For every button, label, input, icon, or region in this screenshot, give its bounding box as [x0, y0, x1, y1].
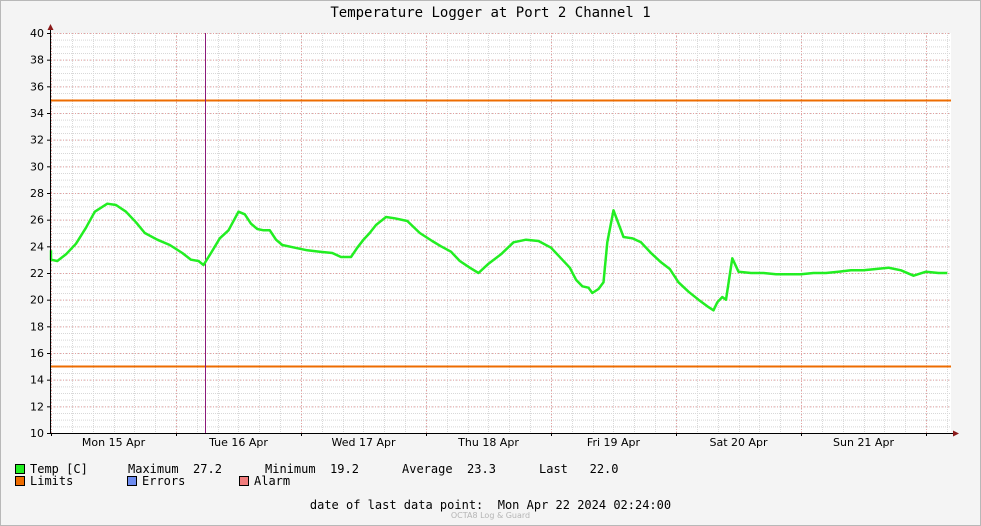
y-tick-label: 24: [30, 240, 44, 253]
axes: [47, 24, 959, 437]
legend-alarm: Alarm: [239, 474, 290, 488]
y-tick-labels: 10 12 14 16 18 20 22 24 26 28 30 32 34 36 38 40: [30, 27, 44, 440]
x-tick-label: Fri 19 Apr: [587, 436, 641, 449]
y-tick-label: 18: [30, 320, 44, 333]
temp-swatch: [15, 463, 25, 474]
legend-errors-label: Errors: [142, 474, 186, 488]
legend-last: Last 22.0: [539, 462, 619, 476]
limit-lines: [51, 99, 951, 368]
minor-grid: [51, 33, 951, 434]
errors-swatch: [127, 475, 137, 486]
x-tick-label: Mon 15 Apr: [82, 436, 146, 449]
legend-alarm-label: Alarm: [254, 474, 291, 488]
x-tick-label: Thu 18 Apr: [457, 436, 519, 449]
x-tick-label: Wed 17 Apr: [331, 436, 395, 449]
legend-max-label: Maximum: [128, 462, 179, 476]
y-tick-label: 36: [30, 80, 44, 93]
legend-last-label: Last: [539, 462, 568, 476]
chart-title: Temperature Logger at Port 2 Channel 1: [330, 5, 651, 21]
y-tick-label: 28: [30, 187, 44, 200]
y-tick-label: 22: [30, 267, 44, 280]
legend-min-label: Minimum: [265, 462, 316, 476]
legend-limits-label: Limits: [30, 474, 74, 488]
last-data-point: date of last data point: Mon Apr 22 2024…: [0, 498, 981, 512]
legend-avg-label: Average: [402, 462, 453, 476]
y-tick-label: 34: [30, 107, 44, 120]
y-tick-label: 14: [30, 374, 44, 387]
legend-avg: Average 23.3: [402, 462, 496, 476]
y-tick-label: 32: [30, 134, 44, 147]
y-tick-label: 38: [30, 54, 44, 67]
last-point-label: date of last data point:: [309, 498, 484, 512]
legend-last-value: 22.0: [589, 462, 619, 476]
y-tick-label: 20: [30, 294, 44, 307]
legend-errors: Errors: [127, 474, 185, 488]
watermark-text: OCTA8 Log & Guard: [450, 511, 531, 520]
y-tick-label: 30: [30, 160, 44, 173]
x-tick-labels: Mon 15 Apr Tue 16 Apr Wed 17 Apr Thu 18 Apr…: [82, 436, 895, 449]
legend-max: Maximum 27.2: [128, 462, 222, 476]
x-tick-label: Tue 16 Apr: [208, 436, 268, 449]
y-tick-label: 16: [30, 347, 44, 360]
y-tick-label: 10: [30, 427, 44, 440]
y-axis-arrow: [47, 24, 54, 30]
x-tick-label: Sat 20 Apr: [709, 436, 768, 449]
y-tick-label: 40: [30, 27, 44, 40]
limits-swatch: [15, 475, 25, 486]
x-axis-arrow: [953, 430, 959, 437]
temperature-series: [49, 202, 948, 312]
legend-min-value: 19.2: [330, 462, 359, 476]
legend-avg-value: 23.3: [467, 462, 496, 476]
last-point-value: Mon Apr 22 2024 02:24:00: [497, 498, 672, 512]
legend-max-value: 27.2: [193, 462, 222, 476]
legend-min: Minimum 19.2: [265, 462, 359, 476]
legend-limits: Limits: [15, 474, 73, 488]
alarm-swatch: [239, 475, 249, 486]
legend-temp-label: Temp [C]: [30, 462, 88, 476]
y-tick-label: 26: [30, 214, 44, 227]
y-tick-label: 12: [30, 400, 44, 413]
temp-series-line: [49, 202, 948, 312]
legend-row-stats: Temp [C]: [15, 462, 88, 476]
x-tick-label: Sun 21 Apr: [833, 436, 894, 449]
